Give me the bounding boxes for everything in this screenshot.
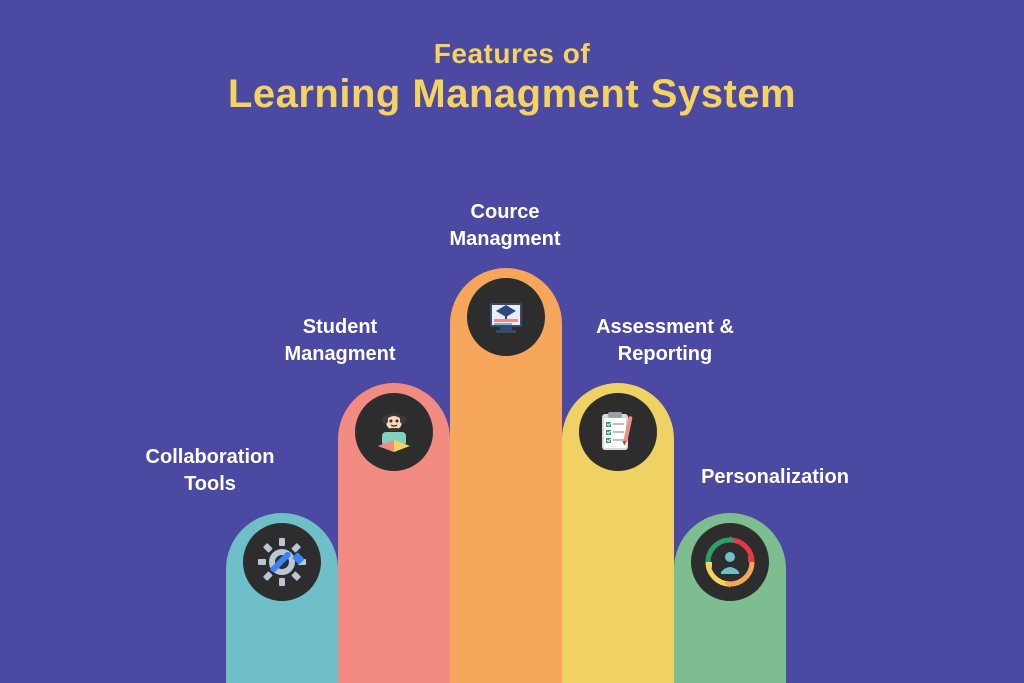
title-block: Features of Learning Managment System <box>0 0 1024 117</box>
person-cycle-icon <box>702 534 758 590</box>
collaboration-icon-circle <box>243 523 321 601</box>
pillar-student <box>338 383 450 683</box>
pillar-course <box>450 268 562 683</box>
label-personalization: Personalization <box>685 464 865 491</box>
pillar-assessment <box>562 383 674 683</box>
student-icon-circle <box>355 393 433 471</box>
label-course: CourceManagment <box>415 199 595 253</box>
course-icon-circle <box>467 278 545 356</box>
pillar-collaboration <box>226 513 338 683</box>
label-student: StudentManagment <box>250 314 430 368</box>
pillar-personalization <box>674 513 786 683</box>
gear-icon <box>256 536 308 588</box>
checklist-icon <box>592 406 644 458</box>
label-collaboration: CollaborationTools <box>120 444 300 498</box>
assessment-icon-circle <box>579 393 657 471</box>
title-line2: Learning Managment System <box>0 72 1024 117</box>
personalization-icon-circle <box>691 523 769 601</box>
course-icon <box>480 291 532 343</box>
pillars-container: CollaborationTools StudentManagment Cour… <box>0 123 1024 683</box>
label-assessment: Assessment &Reporting <box>575 314 755 368</box>
title-line1: Features of <box>0 38 1024 70</box>
student-icon <box>368 406 420 458</box>
